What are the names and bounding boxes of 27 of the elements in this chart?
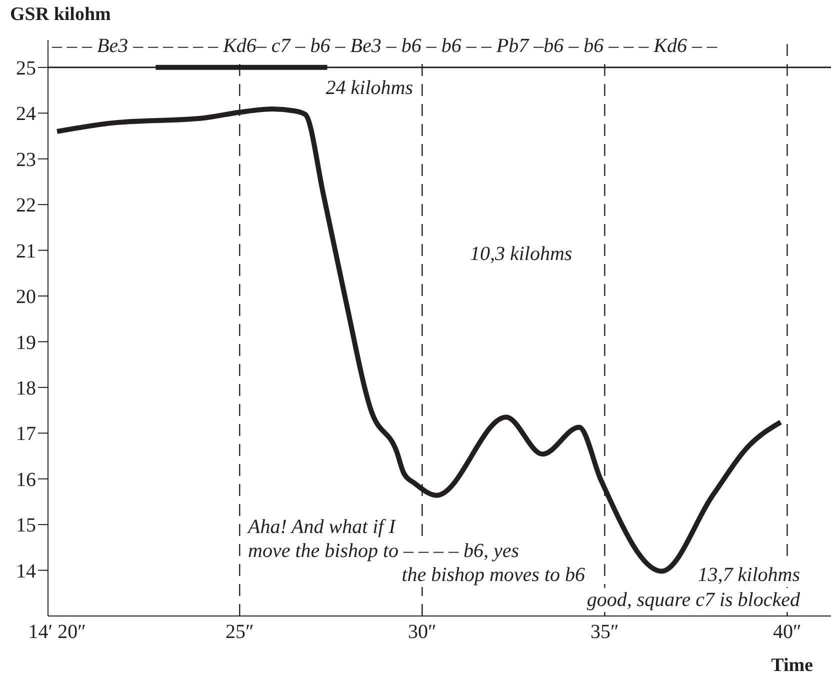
annotation: Aha! And what if I [248, 515, 396, 539]
y-tick-label: 23 [16, 148, 36, 171]
x-tick-label: 40″ [773, 621, 802, 644]
y-tick-label: 21 [16, 240, 36, 262]
y-axis-title: GSR kilohm [10, 4, 111, 26]
y-tick-label: 24 [16, 103, 36, 126]
annotation: 10,3 kilohms [470, 242, 572, 266]
annotation: 13,7 kilohms [698, 563, 800, 587]
x-axis-title: Time [771, 655, 813, 677]
y-tick-label: 14 [16, 560, 36, 582]
y-tick-label: 15 [16, 514, 36, 537]
x-tick-label: 25″ [225, 621, 254, 644]
x-tick-label: 14′ 20″ [28, 621, 86, 644]
y-tick-label: 16 [16, 468, 36, 491]
y-tick-label: 19 [16, 332, 36, 354]
y-tick-label: 17 [16, 423, 36, 446]
annotation: the bishop moves to b6 [402, 563, 585, 587]
x-tick-label: 35″ [590, 621, 619, 644]
annotation: good, square c7 is blocked [586, 588, 800, 612]
x-tick-label: 30″ [408, 621, 436, 644]
annotation: – – – Be3 – – – – – – Kd6– c7 – b6 – Be3 – b6 – b6 – – Pb7 –b6 – b6 – – – Kd6 – – [52, 34, 717, 58]
y-tick-label: 20 [16, 286, 36, 308]
y-tick-label: 18 [16, 378, 36, 400]
y-tick-label: 22 [16, 194, 36, 217]
y-tick-label: 25 [16, 58, 36, 80]
annotation: move the bishop to – – – – b6, yes [248, 539, 520, 563]
annotation: 24 kilohms [326, 76, 413, 100]
